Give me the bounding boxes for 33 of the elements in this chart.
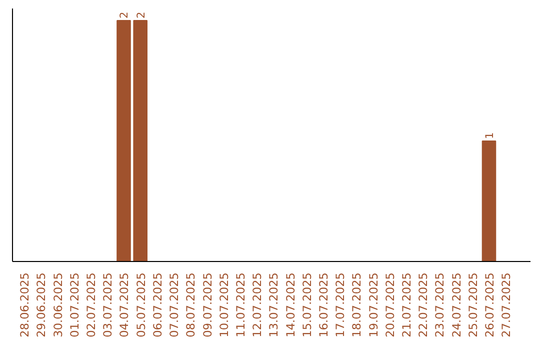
- x-tick-label: 07.07.2025: [167, 272, 182, 338]
- x-tick-label: 17.07.2025: [333, 272, 348, 338]
- x-tick-label: 12.07.2025: [250, 272, 264, 338]
- x-tick-label: 10.07.2025: [216, 272, 231, 338]
- x-tick-label: 23.07.2025: [432, 272, 447, 338]
- x-tick-label: 25.07.2025: [466, 272, 480, 338]
- x-tick-label: 14.07.2025: [283, 272, 298, 338]
- x-tick-label: 20.07.2025: [382, 272, 397, 338]
- x-tick-label: 16.07.2025: [316, 272, 330, 338]
- x-tick-label: 08.07.2025: [184, 272, 198, 338]
- data-label: 1: [482, 132, 496, 140]
- x-tick-label: 02.07.2025: [84, 272, 98, 338]
- x-tick-label: 13.07.2025: [266, 272, 281, 338]
- x-tick-label: 28.06.2025: [18, 272, 32, 338]
- x-tick-label: 04.07.2025: [117, 272, 132, 338]
- x-tick-label: 15.07.2025: [300, 272, 314, 338]
- x-tick-label: 22.07.2025: [416, 272, 430, 338]
- data-label: 2: [118, 12, 131, 19]
- x-tick-label: 05.07.2025: [134, 272, 148, 338]
- x-tick-label: 01.07.2025: [67, 272, 82, 338]
- x-tick-label: 26.07.2025: [482, 272, 496, 338]
- x-tick-label: 27.07.2025: [499, 272, 514, 338]
- data-label: 2: [134, 12, 148, 19]
- x-tick-label: 21.07.2025: [399, 272, 414, 338]
- x-tick-label: 19.07.2025: [366, 272, 380, 338]
- x-tick-label: 11.07.2025: [233, 272, 248, 338]
- x-tick-label: 29.06.2025: [34, 272, 48, 338]
- x-tick-label: 03.07.2025: [100, 272, 115, 338]
- x-tick-label: 06.07.2025: [150, 272, 164, 338]
- x-tick-label: 24.07.2025: [449, 272, 464, 338]
- x-tick-label: 30.06.2025: [50, 272, 65, 338]
- x-tick-label: 18.07.2025: [350, 272, 364, 338]
- x-tick-label: 09.07.2025: [200, 272, 214, 338]
